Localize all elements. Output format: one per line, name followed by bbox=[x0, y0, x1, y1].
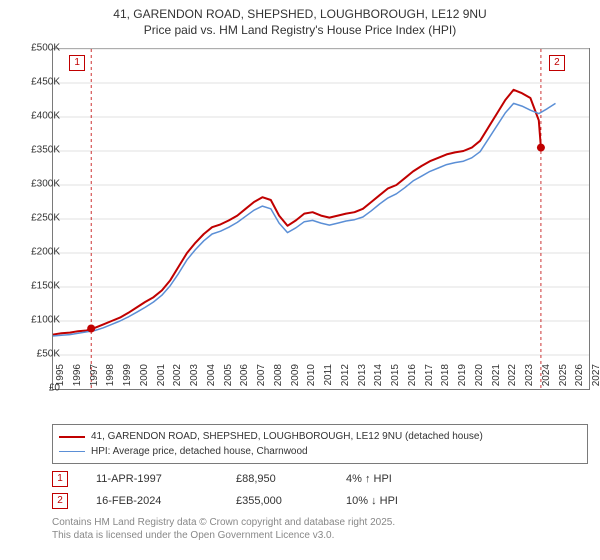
x-tick-label: 1997 bbox=[89, 364, 100, 392]
x-tick-label: 2001 bbox=[156, 364, 167, 392]
tx-date: 16-FEB-2024 bbox=[96, 495, 236, 507]
x-tick-label: 2011 bbox=[323, 364, 334, 392]
table-row: 1 11-APR-1997 £88,950 4% ↑ HPI bbox=[52, 468, 588, 490]
x-tick-label: 2006 bbox=[239, 364, 250, 392]
x-tick-label: 2024 bbox=[541, 364, 552, 392]
x-tick-label: 2027 bbox=[591, 364, 600, 392]
x-tick-label: 2000 bbox=[139, 364, 150, 392]
y-tick-label: £500K bbox=[31, 43, 60, 54]
legend-row: HPI: Average price, detached house, Char… bbox=[59, 444, 581, 459]
legend-swatch-1 bbox=[59, 436, 85, 438]
legend-label: 41, GARENDON ROAD, SHEPSHED, LOUGHBOROUG… bbox=[91, 429, 483, 444]
tx-change: 10% ↓ HPI bbox=[346, 495, 466, 507]
y-tick-label: £200K bbox=[31, 247, 60, 258]
tx-date: 11-APR-1997 bbox=[96, 473, 236, 485]
y-tick-label: £450K bbox=[31, 77, 60, 88]
x-tick-label: 2022 bbox=[507, 364, 518, 392]
x-tick-label: 2010 bbox=[306, 364, 317, 392]
y-tick-label: £350K bbox=[31, 145, 60, 156]
x-tick-label: 2023 bbox=[524, 364, 535, 392]
y-tick-label: £50K bbox=[37, 349, 60, 360]
copyright-footer: Contains HM Land Registry data © Crown c… bbox=[52, 516, 588, 542]
title-line-2: Price paid vs. HM Land Registry's House … bbox=[0, 22, 600, 38]
table-row: 2 16-FEB-2024 £355,000 10% ↓ HPI bbox=[52, 490, 588, 512]
x-tick-label: 2018 bbox=[440, 364, 451, 392]
x-tick-label: 2020 bbox=[474, 364, 485, 392]
footer-line-2: This data is licensed under the Open Gov… bbox=[52, 529, 588, 542]
x-tick-label: 1995 bbox=[55, 364, 66, 392]
tx-price: £355,000 bbox=[236, 495, 346, 507]
title-line-1: 41, GARENDON ROAD, SHEPSHED, LOUGHBOROUG… bbox=[0, 6, 600, 22]
x-tick-label: 2003 bbox=[189, 364, 200, 392]
x-tick-label: 1996 bbox=[72, 364, 83, 392]
chart-title: 41, GARENDON ROAD, SHEPSHED, LOUGHBOROUG… bbox=[0, 0, 600, 38]
plot-svg bbox=[53, 49, 589, 389]
x-tick-label: 2009 bbox=[290, 364, 301, 392]
x-tick-label: 1999 bbox=[122, 364, 133, 392]
plot-marker-box: 1 bbox=[69, 55, 85, 71]
x-tick-label: 2025 bbox=[558, 364, 569, 392]
x-tick-label: 2002 bbox=[172, 364, 183, 392]
x-tick-label: 2017 bbox=[424, 364, 435, 392]
x-tick-label: 2026 bbox=[574, 364, 585, 392]
x-tick-label: 1998 bbox=[105, 364, 116, 392]
x-tick-label: 2014 bbox=[373, 364, 384, 392]
chart-container: 41, GARENDON ROAD, SHEPSHED, LOUGHBOROUG… bbox=[0, 0, 600, 560]
x-tick-label: 2021 bbox=[491, 364, 502, 392]
x-tick-label: 2016 bbox=[407, 364, 418, 392]
plot-area: 12 bbox=[52, 48, 590, 390]
x-tick-label: 2008 bbox=[273, 364, 284, 392]
x-tick-label: 2007 bbox=[256, 364, 267, 392]
tx-change: 4% ↑ HPI bbox=[346, 473, 466, 485]
y-tick-label: £150K bbox=[31, 281, 60, 292]
legend-swatch-2 bbox=[59, 451, 85, 452]
x-tick-label: 2013 bbox=[357, 364, 368, 392]
x-tick-label: 2015 bbox=[390, 364, 401, 392]
x-tick-label: 2004 bbox=[206, 364, 217, 392]
y-tick-label: £250K bbox=[31, 213, 60, 224]
x-tick-label: 2005 bbox=[223, 364, 234, 392]
transactions-table: 1 11-APR-1997 £88,950 4% ↑ HPI 2 16-FEB-… bbox=[52, 468, 588, 512]
plot-marker-box: 2 bbox=[549, 55, 565, 71]
x-tick-label: 2019 bbox=[457, 364, 468, 392]
y-tick-label: £100K bbox=[31, 315, 60, 326]
y-tick-label: £400K bbox=[31, 111, 60, 122]
tx-marker-icon: 1 bbox=[52, 471, 68, 487]
tx-marker-icon: 2 bbox=[52, 493, 68, 509]
legend-row: 41, GARENDON ROAD, SHEPSHED, LOUGHBOROUG… bbox=[59, 429, 581, 444]
legend: 41, GARENDON ROAD, SHEPSHED, LOUGHBOROUG… bbox=[52, 424, 588, 464]
x-tick-label: 2012 bbox=[340, 364, 351, 392]
footer-line-1: Contains HM Land Registry data © Crown c… bbox=[52, 516, 588, 529]
tx-price: £88,950 bbox=[236, 473, 346, 485]
legend-label: HPI: Average price, detached house, Char… bbox=[91, 444, 308, 459]
y-tick-label: £300K bbox=[31, 179, 60, 190]
